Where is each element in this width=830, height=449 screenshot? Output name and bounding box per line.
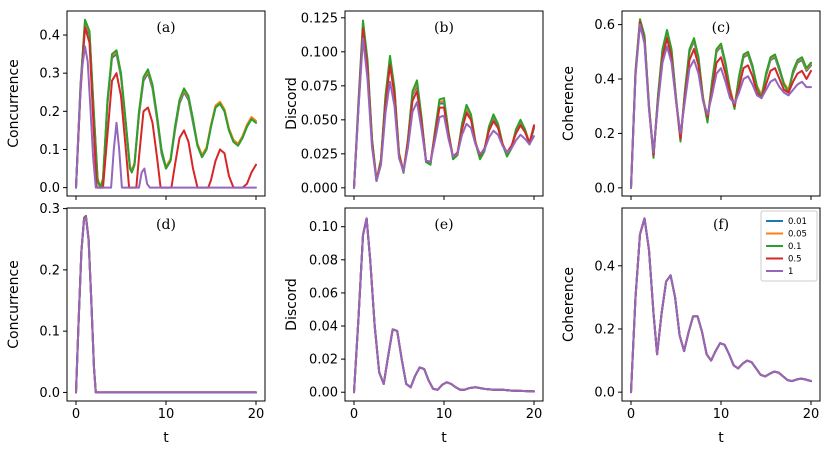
panel-c: 0.0 0.2 0.4 0.6 (c) Coherence — [561, 10, 821, 200]
y-tick-label: 0.125 — [301, 11, 338, 26]
panel-label: (b) — [434, 20, 454, 36]
y-tick-label: 0.0 — [39, 386, 60, 401]
x-tick-label: 10 — [436, 407, 453, 422]
axes-frame — [621, 10, 821, 197]
y-tick-label: 0.100 — [301, 45, 338, 60]
series-line-1 — [353, 217, 535, 394]
y-tick-label: 0.0 — [594, 181, 615, 196]
y-tick-label: 0.2 — [39, 263, 60, 278]
x-tick-label: 20 — [526, 407, 543, 422]
y-tick-label: 0.02 — [309, 353, 338, 368]
y-tick-label: 0.08 — [309, 253, 338, 268]
y-axis-label: Concurrence — [6, 59, 22, 148]
y-tick-label: 0.00 — [309, 386, 338, 401]
series-line-5 — [353, 37, 535, 189]
x-tick-label: 20 — [248, 407, 265, 422]
legend-label: 0.1 — [788, 242, 802, 252]
panel-f: 0 10 200.00.20.4(f)Coherencet0.010.050.10.… — [561, 207, 821, 446]
y-tick-label: 0.1 — [39, 143, 60, 158]
y-tick-label: 0.025 — [301, 147, 338, 162]
y-tick-label: 0.075 — [301, 79, 338, 94]
y-tick-label: 0.000 — [301, 181, 338, 196]
y-axis-label: Coherence — [561, 267, 577, 342]
legend-label: 0.5 — [788, 255, 802, 265]
series-line-4 — [75, 215, 257, 394]
panel-label: (e) — [434, 217, 453, 233]
x-axis-label: t — [718, 430, 724, 446]
y-tick-label: 0.4 — [594, 259, 615, 274]
legend-box — [760, 210, 818, 282]
series-line-1 — [75, 214, 257, 394]
legend-label: 1 — [788, 267, 793, 277]
series-line-5 — [630, 23, 812, 189]
series-line-2 — [353, 217, 535, 394]
x-tick-label: 20 — [803, 407, 820, 422]
y-tick-label: 0.3 — [39, 202, 60, 217]
series-line-2 — [75, 214, 257, 394]
y-tick-label: 0.050 — [301, 113, 338, 128]
legend-label: 0.05 — [788, 230, 807, 240]
y-tick-label: 0.0 — [594, 386, 615, 401]
series-line-5 — [630, 217, 812, 394]
axes-frame — [344, 207, 544, 402]
y-tick-label: 0.2 — [594, 322, 615, 337]
y-axis-label: Discord — [284, 77, 300, 130]
y-tick-label: 0.2 — [39, 105, 60, 120]
y-tick-label: 0.06 — [309, 286, 338, 301]
x-axis-label: t — [441, 430, 447, 446]
x-tick-label: 0 — [627, 407, 635, 422]
x-tick-label: 10 — [158, 407, 175, 422]
y-axis-label: Coherence — [561, 66, 577, 141]
x-tick-label: 0 — [72, 407, 80, 422]
legend-label: 0.01 — [788, 217, 807, 227]
series-line-5 — [75, 45, 257, 189]
panel-e: 0 10 20 0.00 0.02 0.04 0.06 0.08 0.10 (e) Discord t — [284, 207, 544, 446]
series-line-5 — [75, 216, 257, 394]
y-tick-label: 0.3 — [39, 67, 60, 82]
series-line-3 — [75, 214, 257, 394]
y-tick-label: 0.0 — [39, 181, 60, 196]
panel-d: 0 10 20 0.0 0.1 0.2 0.3 (d) Concurrence t — [6, 202, 266, 446]
series-line-4 — [353, 217, 535, 394]
panel-b: 0.000 0.025 0.050 0.075 0.100 0.125 (b) Discord — [284, 10, 544, 200]
y-tick-label: 0.4 — [594, 73, 615, 88]
y-tick-label: 0.04 — [309, 320, 338, 335]
legend: 0.01 0.05 0.1 0.5 1 — [760, 210, 818, 282]
y-tick-label: 0.10 — [309, 220, 338, 235]
series-line-3 — [75, 18, 257, 189]
y-tick-label: 0.6 — [594, 18, 615, 33]
y-axis-label: Discord — [284, 278, 300, 331]
x-tick-label: 0 — [350, 407, 358, 422]
axes-frame — [66, 207, 266, 402]
x-tick-label: 10 — [713, 407, 730, 422]
panel-a: 0.0 0.1 0.2 0.3 0.4 (a) Concurrence — [6, 10, 266, 200]
y-axis-label: Concurrence — [6, 260, 22, 349]
y-tick-label: 0.2 — [594, 127, 615, 142]
series-line-5 — [353, 217, 535, 394]
panel-label: (a) — [156, 20, 175, 36]
panel-label: (f) — [713, 217, 729, 233]
series-line-3 — [353, 217, 535, 394]
panel-label: (c) — [712, 20, 731, 36]
y-tick-label: 0.1 — [39, 325, 60, 340]
y-tick-label: 0.4 — [39, 29, 60, 44]
panel-label: (d) — [156, 217, 176, 233]
x-axis-label: t — [163, 430, 169, 446]
